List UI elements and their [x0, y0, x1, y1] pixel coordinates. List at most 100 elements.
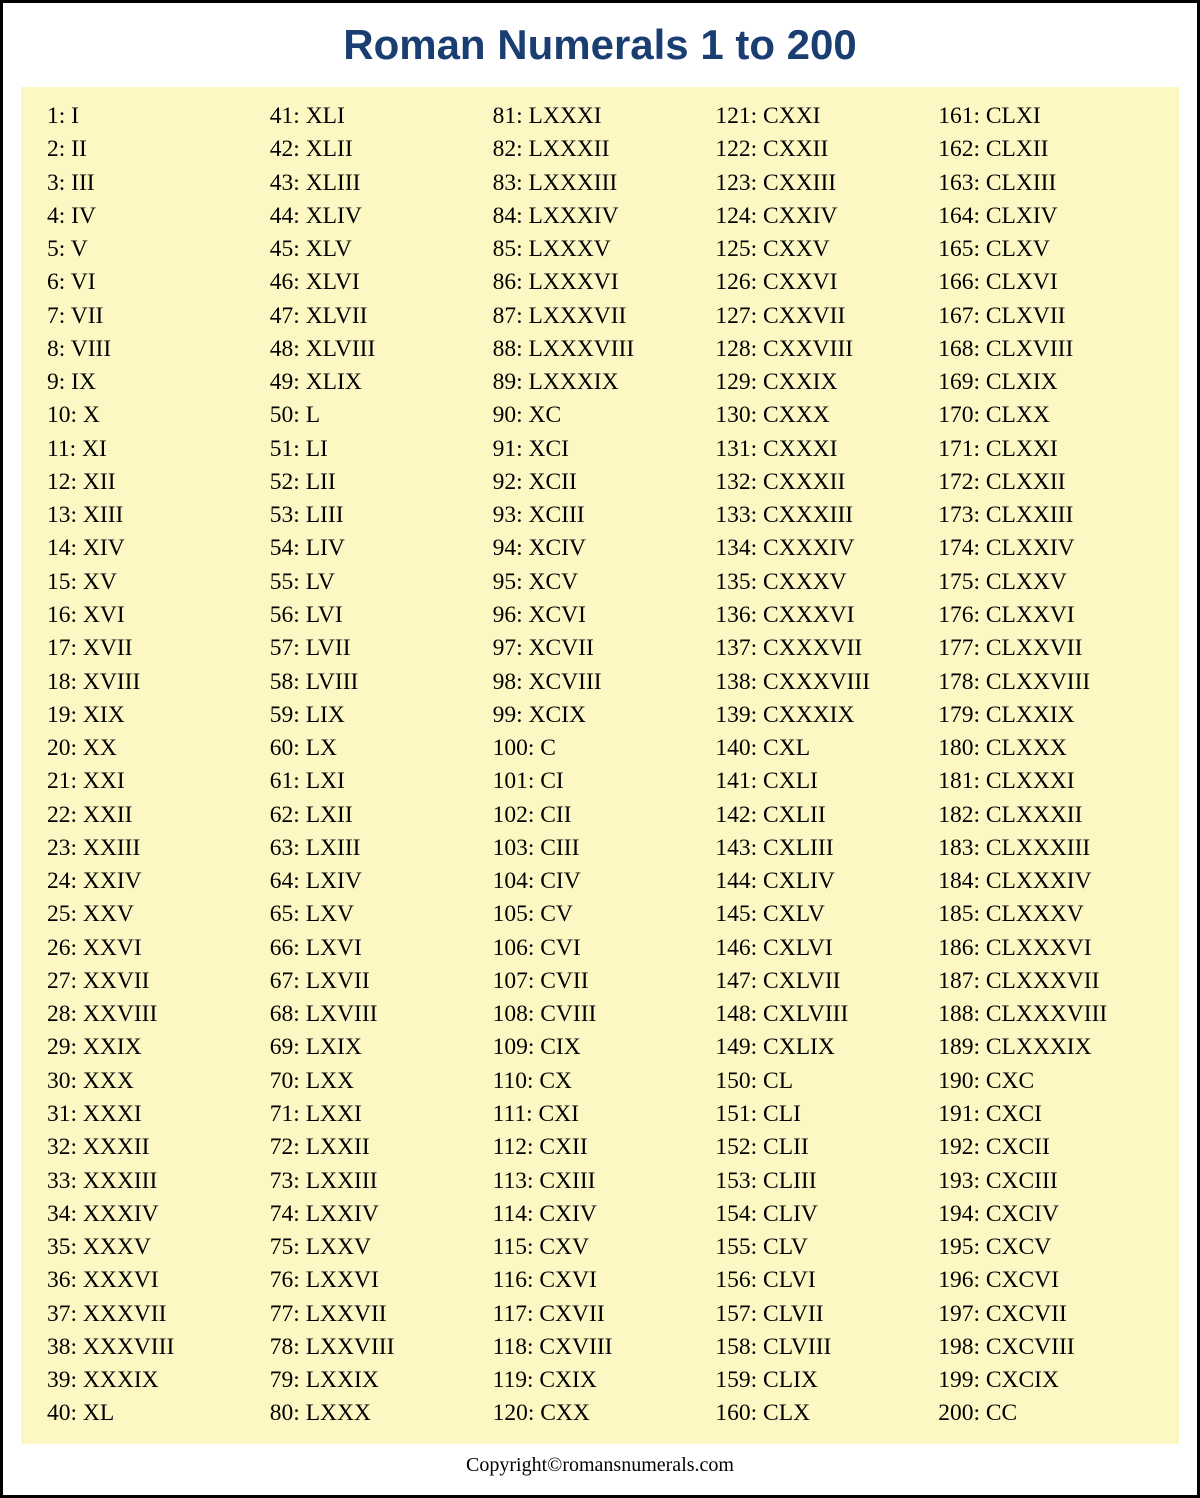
numeral-entry: 175: CLXXV [938, 571, 1153, 595]
numeral-entry: 153: CLIII [715, 1170, 930, 1194]
numeral-entry: 111: CXI [493, 1103, 708, 1127]
numeral-entry: 48: XLVIII [270, 338, 485, 362]
numeral-entry: 120: CXX [493, 1402, 708, 1426]
numeral-entry: 26: XXVI [47, 937, 262, 961]
numerals-column: 81: LXXXI82: LXXXII83: LXXXIII84: LXXXIV… [489, 105, 712, 1426]
numeral-entry: 99: XCIX [493, 704, 708, 728]
numeral-entry: 45: XLV [270, 238, 485, 262]
numeral-entry: 177: CLXXVII [938, 637, 1153, 661]
numeral-entry: 112: CXII [493, 1136, 708, 1160]
numeral-entry: 71: LXXI [270, 1103, 485, 1127]
numeral-entry: 72: LXXII [270, 1136, 485, 1160]
numeral-entry: 29: XXIX [47, 1036, 262, 1060]
numeral-entry: 182: CLXXXII [938, 804, 1153, 828]
numeral-entry: 106: CVI [493, 937, 708, 961]
numeral-entry: 147: CXLVII [715, 970, 930, 994]
numerals-column: 41: XLI42: XLII43: XLIII44: XLIV45: XLV4… [266, 105, 489, 1426]
numeral-entry: 109: CIX [493, 1036, 708, 1060]
numeral-entry: 52: LII [270, 471, 485, 495]
numeral-entry: 124: CXXIV [715, 205, 930, 229]
numeral-entry: 176: CLXXVI [938, 604, 1153, 628]
numeral-entry: 85: LXXXV [493, 238, 708, 262]
numeral-entry: 5: V [47, 238, 262, 262]
numeral-entry: 64: LXIV [270, 870, 485, 894]
numeral-entry: 61: LXI [270, 770, 485, 794]
numeral-entry: 143: CXLIII [715, 837, 930, 861]
numeral-entry: 33: XXXIII [47, 1170, 262, 1194]
numeral-entry: 188: CLXXXVIII [938, 1003, 1153, 1027]
numeral-entry: 23: XXIII [47, 837, 262, 861]
numeral-entry: 115: CXV [493, 1236, 708, 1260]
numeral-entry: 77: LXXVII [270, 1303, 485, 1327]
numeral-entry: 83: LXXXIII [493, 172, 708, 196]
numeral-entry: 137: CXXXVII [715, 637, 930, 661]
numeral-entry: 65: LXV [270, 903, 485, 927]
numeral-entry: 59: LIX [270, 704, 485, 728]
numeral-entry: 167: CLXVII [938, 305, 1153, 329]
numeral-entry: 169: CLXIX [938, 371, 1153, 395]
numeral-entry: 181: CLXXXI [938, 770, 1153, 794]
numeral-entry: 78: LXXVIII [270, 1336, 485, 1360]
numeral-entry: 58: LVIII [270, 671, 485, 695]
numeral-entry: 174: CLXXIV [938, 537, 1153, 561]
numeral-entry: 134: CXXXIV [715, 537, 930, 561]
numeral-entry: 105: CV [493, 903, 708, 927]
numeral-entry: 24: XXIV [47, 870, 262, 894]
numeral-entry: 158: CLVIII [715, 1336, 930, 1360]
numeral-entry: 93: XCIII [493, 504, 708, 528]
numeral-entry: 130: CXXX [715, 404, 930, 428]
numeral-entry: 16: XVI [47, 604, 262, 628]
numeral-entry: 79: LXXIX [270, 1369, 485, 1393]
numeral-entry: 98: XCVIII [493, 671, 708, 695]
page-title: Roman Numerals 1 to 200 [21, 21, 1179, 69]
numeral-entry: 185: CLXXXV [938, 903, 1153, 927]
numeral-entry: 36: XXXVI [47, 1269, 262, 1293]
numeral-entry: 22: XXII [47, 804, 262, 828]
numeral-entry: 136: CXXXVI [715, 604, 930, 628]
numeral-entry: 179: CLXXIX [938, 704, 1153, 728]
numeral-entry: 132: CXXXII [715, 471, 930, 495]
numeral-entry: 81: LXXXI [493, 105, 708, 129]
numeral-entry: 190: CXC [938, 1070, 1153, 1094]
numeral-entry: 17: XVII [47, 637, 262, 661]
numeral-entry: 129: CXXIX [715, 371, 930, 395]
numeral-entry: 101: CI [493, 770, 708, 794]
numeral-entry: 3: III [47, 172, 262, 196]
numeral-entry: 12: XII [47, 471, 262, 495]
numeral-entry: 194: CXCIV [938, 1203, 1153, 1227]
numeral-entry: 54: LIV [270, 537, 485, 561]
numeral-entry: 152: CLII [715, 1136, 930, 1160]
numeral-entry: 127: CXXVII [715, 305, 930, 329]
numeral-entry: 192: CXCII [938, 1136, 1153, 1160]
numeral-entry: 110: CX [493, 1070, 708, 1094]
numeral-entry: 100: C [493, 737, 708, 761]
numeral-entry: 4: IV [47, 205, 262, 229]
numeral-entry: 156: CLVI [715, 1269, 930, 1293]
numeral-entry: 123: CXXIII [715, 172, 930, 196]
numeral-entry: 113: CXIII [493, 1170, 708, 1194]
numeral-entry: 145: CXLV [715, 903, 930, 927]
numeral-entry: 162: CLXII [938, 138, 1153, 162]
numeral-entry: 35: XXXV [47, 1236, 262, 1260]
numeral-entry: 30: XXX [47, 1070, 262, 1094]
numeral-entry: 184: CLXXXIV [938, 870, 1153, 894]
numeral-entry: 66: LXVI [270, 937, 485, 961]
numeral-entry: 159: CLIX [715, 1369, 930, 1393]
numeral-entry: 103: CIII [493, 837, 708, 861]
numeral-entry: 97: XCVII [493, 637, 708, 661]
numeral-entry: 90: XC [493, 404, 708, 428]
numeral-entry: 38: XXXVIII [47, 1336, 262, 1360]
numeral-entry: 51: LI [270, 438, 485, 462]
numeral-entry: 170: CLXX [938, 404, 1153, 428]
numeral-entry: 19: XIX [47, 704, 262, 728]
numeral-entry: 34: XXXIV [47, 1203, 262, 1227]
numeral-entry: 40: XL [47, 1402, 262, 1426]
numeral-entry: 114: CXIV [493, 1203, 708, 1227]
numeral-entry: 25: XXV [47, 903, 262, 927]
numeral-entry: 133: CXXXIII [715, 504, 930, 528]
numeral-entry: 119: CXIX [493, 1369, 708, 1393]
numeral-entry: 46: XLVI [270, 271, 485, 295]
numeral-entry: 13: XIII [47, 504, 262, 528]
numeral-entry: 1: I [47, 105, 262, 129]
numeral-entry: 37: XXXVII [47, 1303, 262, 1327]
